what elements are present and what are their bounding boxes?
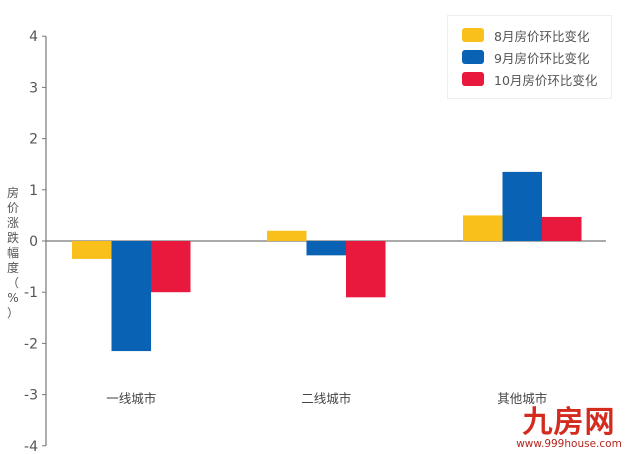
watermark-url: www.999house.com <box>516 438 622 450</box>
y-tick-label: 1 <box>29 183 38 199</box>
legend: 8月房价环比变化 9月房价环比变化 10月房价环比变化 <box>447 15 612 99</box>
y-label-char: % <box>7 291 19 305</box>
legend-label: 9月房价环比变化 <box>494 50 590 66</box>
bar <box>346 241 386 298</box>
x-category-label: 一线城市 <box>106 391 156 406</box>
y-tick-label: -2 <box>24 336 38 352</box>
x-category-label: 二线城市 <box>301 391 351 406</box>
x-category-label: 其他城市 <box>497 391 547 406</box>
y-tick-label: 3 <box>29 80 38 96</box>
legend-item-aug: 8月房价环比变化 <box>462 26 589 44</box>
y-tick-label: -1 <box>24 285 38 301</box>
y-tick-label: 0 <box>29 234 38 250</box>
y-tick-label: -3 <box>24 388 38 404</box>
y-tick-label: 2 <box>29 132 38 148</box>
y-tick-label: 4 <box>29 29 38 45</box>
y-label-char: （ <box>6 276 19 290</box>
bar <box>542 216 582 241</box>
x-axis-labels: 一线城市 二线城市 其他城市 <box>106 391 547 406</box>
y-label-char: ） <box>6 306 19 320</box>
y-label-char: 涨 <box>6 216 19 230</box>
bars <box>72 171 582 352</box>
bar <box>151 241 191 293</box>
y-label-char: 跌 <box>6 231 19 245</box>
legend-swatch <box>462 28 484 42</box>
y-axis-label: 房价涨跌幅度（%） <box>6 186 20 321</box>
y-axis: 4 3 2 1 0 -1 -2 -3 -4 <box>24 29 47 454</box>
watermark-logo: 九房网 <box>522 405 616 440</box>
legend-item-oct: 10月房价环比变化 <box>462 70 597 88</box>
legend-item-sep: 9月房价环比变化 <box>462 48 589 66</box>
watermark: 九房网 www.999house.com <box>515 405 623 451</box>
legend-swatch <box>462 50 484 64</box>
y-label-char: 度 <box>6 261 19 275</box>
bar <box>267 230 307 241</box>
y-label-char: 幅 <box>6 246 19 260</box>
bar <box>306 241 346 256</box>
y-tick-label: -4 <box>24 439 38 454</box>
legend-swatch <box>462 72 484 86</box>
bar <box>463 215 503 241</box>
bar <box>111 241 151 352</box>
y-label-char: 房 <box>6 186 19 200</box>
y-label-char: 价 <box>6 201 19 215</box>
bar <box>72 241 112 259</box>
legend-label: 8月房价环比变化 <box>494 28 590 44</box>
bar <box>502 171 542 241</box>
legend-label: 10月房价环比变化 <box>494 72 598 88</box>
